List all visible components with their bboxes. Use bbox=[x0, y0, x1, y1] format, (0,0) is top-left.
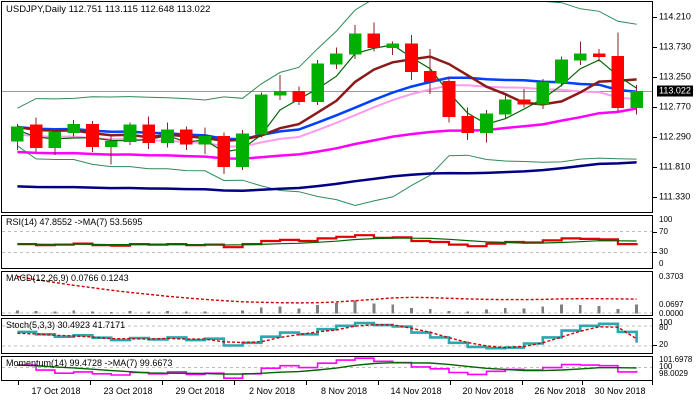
price-scale-label: 111.810 bbox=[659, 161, 691, 172]
price-scale-label: 113.250 bbox=[659, 71, 691, 82]
price-scale-label: 113.730 bbox=[659, 41, 691, 52]
macd-scale-label: 0.3703 bbox=[659, 272, 684, 281]
price-scale-tick bbox=[653, 167, 657, 168]
stochastic-scale-label: 20 bbox=[659, 340, 668, 350]
momentum-scale-label: 101.6978 bbox=[659, 355, 693, 364]
rsi-scale-label: 30 bbox=[659, 247, 668, 257]
date-axis-tick bbox=[90, 381, 91, 385]
price-scale-tick bbox=[653, 77, 657, 78]
stochastic-scale-tick bbox=[653, 345, 657, 347]
rsi-scale-tick bbox=[653, 252, 657, 254]
date-axis-label: 17 Oct 2018 bbox=[31, 386, 81, 396]
date-axis-label: 26 Nov 2018 bbox=[534, 386, 586, 396]
date-axis-tick bbox=[378, 381, 379, 385]
rsi-label: RSI(14) 47.8552 ->MA(7) 53.5695 bbox=[6, 217, 143, 227]
stochastic-plot-area[interactable] bbox=[2, 319, 652, 353]
rsi-scale-label: 100 bbox=[659, 215, 673, 224]
price-scale-label: 112.290 bbox=[659, 131, 691, 142]
date-axis-label: 2 Nov 2018 bbox=[248, 386, 296, 396]
price-plot-area[interactable] bbox=[2, 2, 652, 212]
macd-scale: 0.3703 0.0697 0.0000 bbox=[653, 271, 700, 318]
stochastic-label: Stoch(5,3,3) 30.4923 41.7171 bbox=[6, 320, 126, 330]
date-axis-label: 20 Nov 2018 bbox=[462, 386, 514, 396]
date-axis-tick bbox=[234, 381, 235, 385]
date-axis-tick bbox=[582, 381, 583, 385]
date-axis-label: 30 Nov 2018 bbox=[594, 386, 646, 396]
rsi-scale: 100 70 30 0 bbox=[653, 215, 700, 269]
date-axis-label: 23 Oct 2018 bbox=[103, 386, 153, 396]
price-scale-label: 114.210 bbox=[659, 11, 691, 22]
momentum-scale: 101.6978 100 98.0029 bbox=[653, 356, 700, 381]
date-axis-tick bbox=[450, 381, 451, 385]
rsi-plot-area[interactable] bbox=[2, 216, 652, 268]
macd-plot-area[interactable] bbox=[2, 272, 652, 315]
date-axis: 17 Oct 2018 23 Oct 2018 29 Oct 2018 2 Nov 2… bbox=[1, 381, 653, 399]
date-axis-tick bbox=[306, 381, 307, 385]
momentum-scale-label: 98.0029 bbox=[659, 369, 688, 378]
rsi-scale-tick bbox=[653, 231, 657, 233]
price-scale-tick bbox=[653, 47, 657, 48]
macd-panel[interactable]: MACD(12,26,9) 0.0766 0.1243 bbox=[1, 271, 653, 316]
price-scale-label: 111.330 bbox=[659, 191, 691, 202]
stochastic-scale-label: 80 bbox=[659, 323, 668, 332]
macd-label: MACD(12,26,9) 0.0766 0.1243 bbox=[6, 273, 129, 283]
stochastic-scale: 100 80 20 bbox=[653, 318, 700, 354]
macd-scale-label: 0.0697 bbox=[659, 300, 684, 310]
stochastic-panel[interactable]: Stoch(5,3,3) 30.4923 41.7171 bbox=[1, 318, 653, 354]
date-axis-label: 29 Oct 2018 bbox=[175, 386, 225, 396]
date-axis-tick bbox=[18, 381, 19, 385]
date-axis-tick bbox=[162, 381, 163, 385]
price-scale-tick bbox=[653, 197, 657, 198]
rsi-panel[interactable]: RSI(14) 47.8552 ->MA(7) 53.5695 bbox=[1, 215, 653, 269]
price-scale-label: 112.770 bbox=[659, 101, 691, 112]
macd-scale-label: 0.0000 bbox=[659, 308, 684, 318]
momentum-panel[interactable]: Momentum(14) 99.4728 ->MA(7) 99.6673 bbox=[1, 356, 653, 381]
momentum-scale-label: 100 bbox=[659, 362, 673, 371]
momentum-label: Momentum(14) 99.4728 ->MA(7) 99.6673 bbox=[6, 358, 173, 368]
rsi-scale-label: 70 bbox=[659, 226, 668, 236]
date-axis-tick bbox=[652, 381, 653, 385]
date-axis-label: 14 Nov 2018 bbox=[390, 386, 442, 396]
chart-header-label: USDJPY,Daily 112.751 113.115 112.648 113… bbox=[6, 4, 211, 15]
price-chart-panel[interactable]: USDJPY,Daily 112.751 113.115 112.648 113… bbox=[1, 1, 653, 213]
price-scale[interactable]: 114.210 113.730 113.250 112.770 112.290 111.8… bbox=[653, 1, 700, 213]
current-price-badge: 113.022 bbox=[657, 85, 693, 97]
rsi-scale-label: 0 bbox=[659, 259, 664, 268]
date-axis-label: 8 Nov 2018 bbox=[320, 386, 368, 396]
date-axis-tick bbox=[522, 381, 523, 385]
price-scale-tick bbox=[653, 137, 657, 138]
momentum-plot-area[interactable] bbox=[2, 357, 652, 380]
stochastic-scale-label: 100 bbox=[659, 318, 673, 327]
price-scale-tick bbox=[653, 17, 657, 18]
price-scale-tick bbox=[653, 107, 657, 108]
